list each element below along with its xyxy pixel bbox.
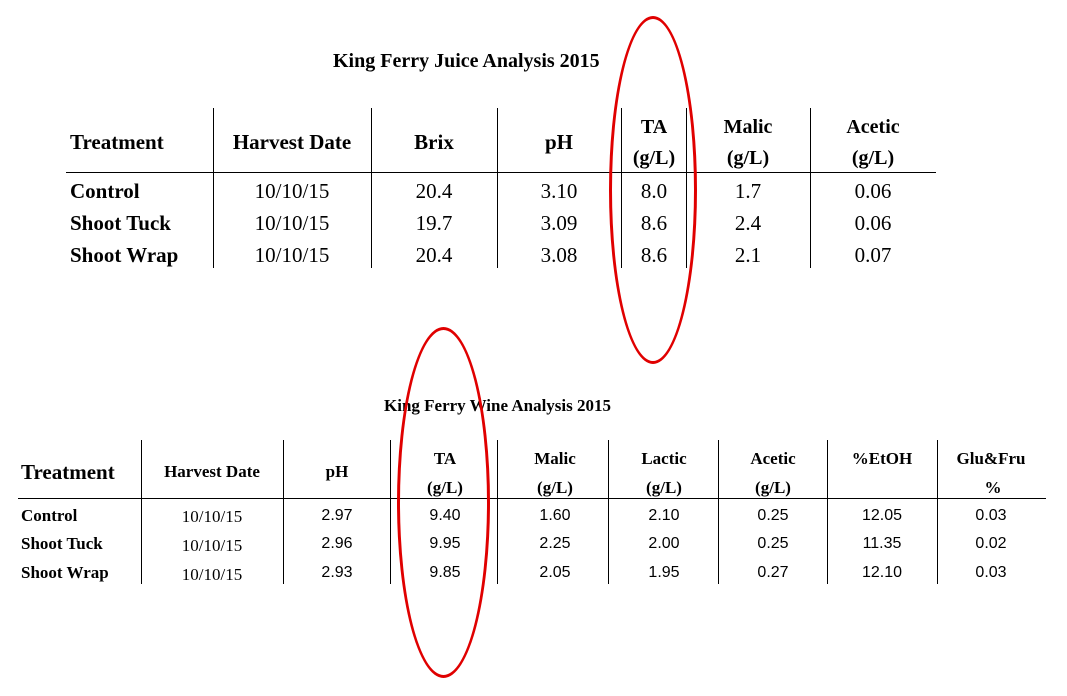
wine-ta-highlight-oval [397,327,490,678]
juice-header-malic-unit: (g/L) [726,147,770,169]
wine-header-ph: pH [325,462,349,481]
wine-row-treatment: Control [21,506,78,525]
juice-col-divider [213,108,214,268]
wine-row-ph: 2.97 [321,507,353,524]
wine-col-divider [390,440,391,584]
wine-header-acetic-unit: (g/L) [755,478,791,497]
wine-row-acetic: 0.25 [757,535,789,552]
juice-row-malic: 2.1 [734,243,762,267]
juice-row-ph: 3.09 [540,211,578,235]
wine-row-harvest-date: 10/10/15 [181,565,243,584]
wine-row-acetic: 0.27 [757,564,789,581]
juice-header-acetic: Acetic [846,116,900,138]
wine-row-ph: 2.96 [321,535,353,552]
juice-header-brix: Brix [414,130,454,154]
wine-header-harvest-date: Harvest Date [164,462,260,481]
juice-row-ph: 3.10 [540,179,578,203]
wine-row-glufru: 0.02 [975,535,1007,552]
wine-header-glufru-unit: % [984,478,1002,497]
wine-col-divider [937,440,938,584]
wine-header-glufru: Glu&Fru [956,449,1026,468]
wine-row-treatment: Shoot Tuck [21,534,103,553]
wine-row-ph: 2.93 [321,564,353,581]
juice-row-harvest-date: 10/10/15 [254,179,330,203]
wine-header-etoh: %EtOH [851,449,913,468]
juice-row-acetic: 0.06 [854,211,892,235]
wine-row-etoh: 12.10 [861,564,903,581]
juice-row-treatment: Shoot Tuck [70,211,171,235]
wine-header-malic-unit: (g/L) [537,478,573,497]
wine-header-rule [18,498,1046,499]
wine-row-lactic: 2.00 [648,535,680,552]
wine-col-divider [718,440,719,584]
wine-row-harvest-date: 10/10/15 [181,536,243,555]
juice-row-harvest-date: 10/10/15 [254,243,330,267]
juice-col-divider [371,108,372,268]
juice-header-harvest-date: Harvest Date [232,130,352,154]
juice-header-malic: Malic [723,116,773,138]
wine-col-divider [827,440,828,584]
juice-col-divider [497,108,498,268]
wine-row-etoh: 11.35 [862,535,902,552]
wine-row-treatment: Shoot Wrap [21,563,109,582]
wine-row-glufru: 0.03 [975,507,1007,524]
wine-header-treatment: Treatment [21,460,115,484]
juice-table-title: King Ferry Juice Analysis 2015 [333,50,600,72]
wine-header-malic: Malic [534,449,576,468]
juice-row-brix: 20.4 [415,243,453,267]
wine-header-lactic-unit: (g/L) [646,478,682,497]
wine-row-acetic: 0.25 [757,507,789,524]
juice-row-brix: 20.4 [415,179,453,203]
juice-header-rule [66,172,936,173]
wine-row-glufru: 0.03 [975,564,1007,581]
wine-row-harvest-date: 10/10/15 [181,507,243,526]
juice-col-divider [810,108,811,268]
juice-row-treatment: Control [70,179,140,203]
wine-row-lactic: 1.95 [648,564,680,581]
wine-col-divider [283,440,284,584]
wine-row-lactic: 2.10 [648,507,680,524]
wine-row-etoh: 12.05 [861,507,903,524]
juice-row-acetic: 0.07 [854,243,892,267]
wine-col-divider [608,440,609,584]
juice-header-acetic-unit: (g/L) [851,147,895,169]
juice-row-acetic: 0.06 [854,179,892,203]
wine-row-malic: 1.60 [539,507,571,524]
juice-row-malic: 1.7 [734,179,762,203]
wine-header-lactic: Lactic [641,449,687,468]
wine-row-malic: 2.25 [539,535,571,552]
wine-header-acetic: Acetic [750,449,796,468]
juice-header-treatment: Treatment [70,130,164,154]
juice-row-ph: 3.08 [540,243,578,267]
juice-ta-highlight-oval [609,16,697,364]
juice-row-malic: 2.4 [734,211,762,235]
juice-row-brix: 19.7 [415,211,453,235]
juice-header-ph: pH [544,130,574,154]
juice-row-treatment: Shoot Wrap [70,243,179,267]
juice-row-harvest-date: 10/10/15 [254,211,330,235]
wine-col-divider [141,440,142,584]
wine-row-malic: 2.05 [539,564,571,581]
wine-col-divider [497,440,498,584]
